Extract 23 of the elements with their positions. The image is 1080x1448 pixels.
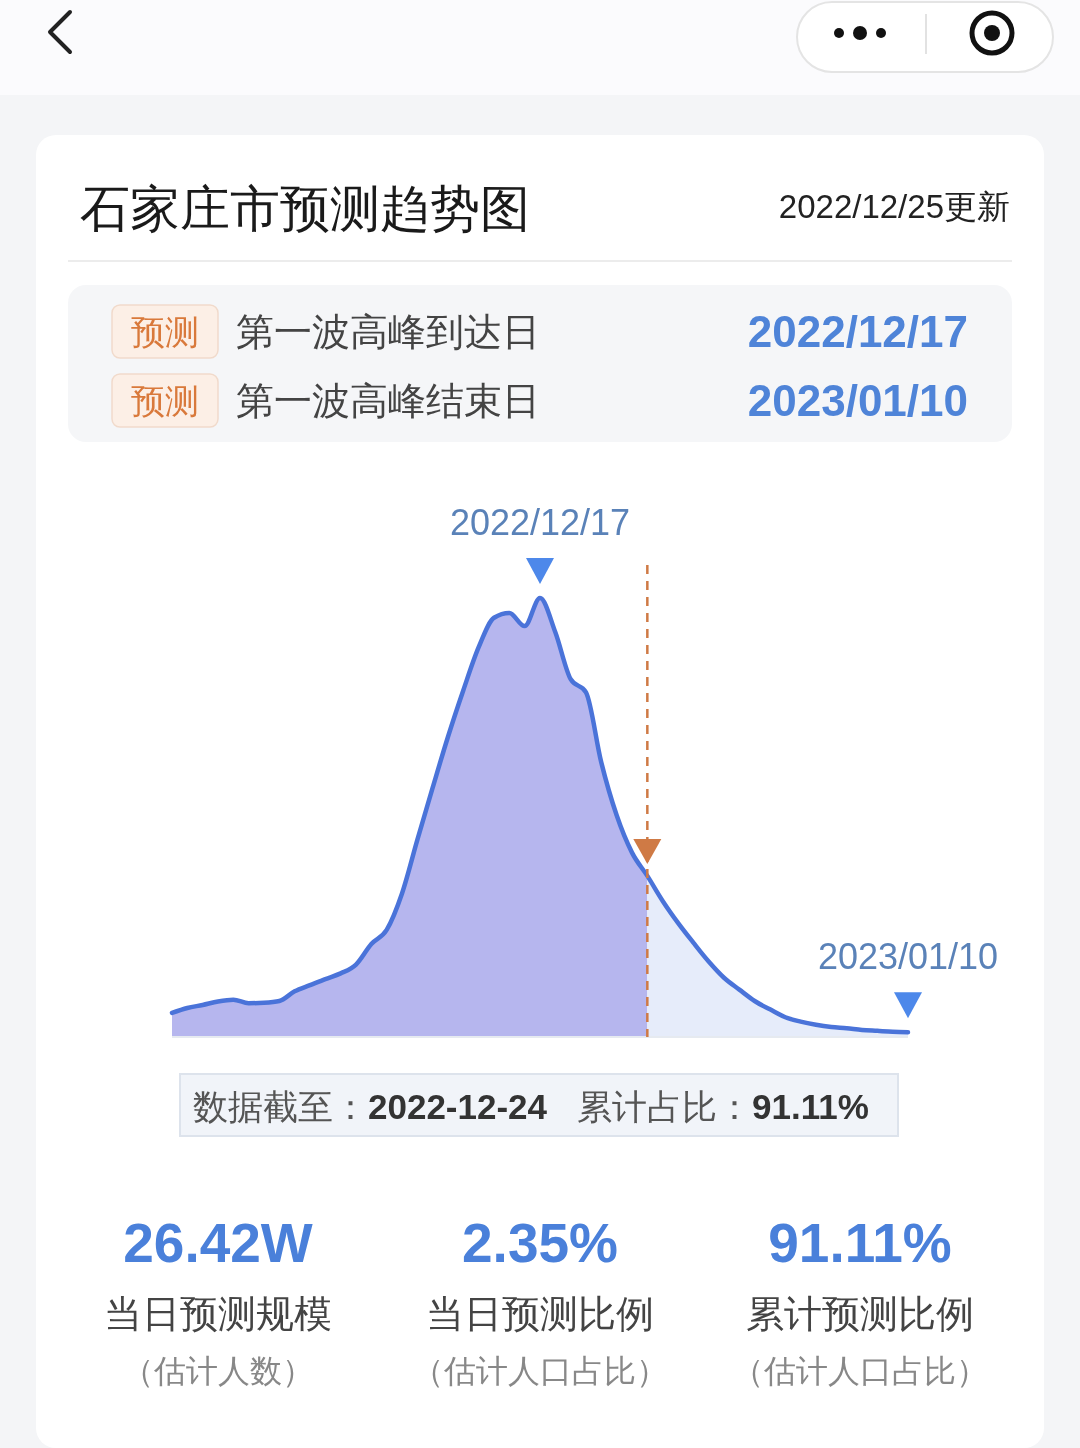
text: 预测 — [131, 313, 199, 351]
text: 2022/12/17 — [747, 307, 968, 356]
text: 当日预测比例 — [426, 1293, 654, 1335]
text: 第一波高峰结束日 — [236, 380, 540, 422]
text: 累计预测比例 — [746, 1293, 974, 1335]
text: 2023/01/10 — [747, 376, 968, 425]
chart-subtitle: 2022/12/25更新 — [778, 188, 1010, 225]
annotation: 2023/01/10 — [817, 936, 999, 978]
text: （估计人数） — [122, 1353, 314, 1389]
text: （估计人口占比） — [732, 1353, 988, 1389]
text: 91.11% — [752, 1087, 869, 1126]
chart-title: 石家庄市预测趋势图 — [80, 181, 530, 237]
text: 第一波高峰到达日 — [236, 311, 540, 353]
text: 当日预测规模 — [104, 1293, 332, 1335]
text: （估计人口占比） — [412, 1353, 668, 1389]
text: 预测 — [131, 382, 199, 420]
text: 累计占比： — [577, 1087, 753, 1126]
text: 2.35% — [462, 1212, 618, 1274]
text: 2022-12-24 — [368, 1087, 548, 1126]
text: 26.42W — [123, 1212, 313, 1274]
annotation: 2022/12/17 — [449, 502, 631, 543]
text: 91.11% — [768, 1212, 952, 1274]
text: 数据截至： — [193, 1087, 368, 1126]
